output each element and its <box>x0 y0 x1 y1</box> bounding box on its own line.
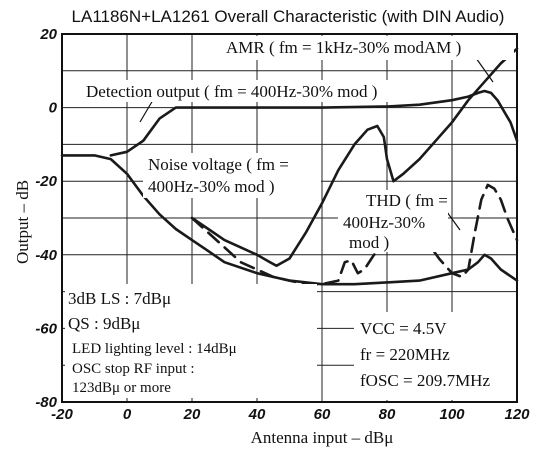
y-tick-label: -60 <box>35 320 57 337</box>
x-tick-label: 0 <box>123 406 132 423</box>
noise-label-2: 400Hz-30% mod ) <box>148 177 275 196</box>
x-tick-label: 40 <box>248 406 266 423</box>
y-tick-label: 0 <box>49 100 58 117</box>
det-label: Detection output ( fm = 400Hz-30% mod ) <box>86 82 377 101</box>
x-axis-label: Antenna input – dBμ <box>251 428 394 447</box>
thd-leader <box>446 211 461 231</box>
y-tick-label: -80 <box>35 394 57 411</box>
y-tick-label: -40 <box>35 247 57 264</box>
annotation-osc2: 123dBμ or more <box>72 380 171 396</box>
left-annotations-bg <box>65 284 317 398</box>
annotation-qs: QS : 9dBμ <box>68 314 140 333</box>
x-ticks: -20 0 20 40 60 80 100 120 <box>51 406 530 423</box>
det-leader <box>139 99 154 123</box>
noise-label-1: Noise voltage ( fm = <box>148 155 289 174</box>
det-label-bg <box>82 80 410 102</box>
thd-label-bg <box>338 190 448 252</box>
y-axis-label: Output – dB <box>13 180 32 264</box>
right-annotations-bg <box>354 312 516 400</box>
amr-label-bg <box>222 36 514 60</box>
thd-label-2: 400Hz-30% <box>343 213 425 232</box>
y-tick-label: 20 <box>39 26 57 43</box>
x-tick-label: 80 <box>379 406 396 423</box>
amr-leader <box>475 57 494 83</box>
x-tick-label: 60 <box>314 406 331 423</box>
series-line-2 <box>190 47 519 268</box>
chart-title: LA1186N+LA1261 Overall Characteristic (w… <box>72 7 505 26</box>
x-tick-label: -20 <box>51 406 73 423</box>
thd-label-1: THD ( fm = <box>366 191 448 210</box>
amr-label: AMR ( fm = 1kHz-30% modAM ) <box>226 38 461 57</box>
annotation-vcc: VCC = 4.5V <box>360 319 447 338</box>
annotation-fosc: fOSC = 209.7MHz <box>360 371 490 390</box>
x-tick-label: 100 <box>439 406 465 423</box>
x-tick-label: 20 <box>183 406 201 423</box>
noise-label-bg <box>143 153 321 198</box>
thd-label-3: mod ) <box>349 233 389 252</box>
plot-frame <box>61 33 518 403</box>
x-tick-label: 120 <box>504 406 530 423</box>
y-ticks: 20 0 -20 -40 -60 -80 <box>35 26 57 411</box>
annotation-fr: fr = 220MHz <box>360 345 450 364</box>
annotation-ls: 3dB LS : 7dBμ <box>68 289 171 308</box>
y-tick-label: -20 <box>35 173 57 190</box>
annotation-osc1: OSC stop RF input : <box>72 361 195 377</box>
annotation-led: LED lighting level : 14dBμ <box>72 341 237 357</box>
series-line-0 <box>109 89 519 157</box>
